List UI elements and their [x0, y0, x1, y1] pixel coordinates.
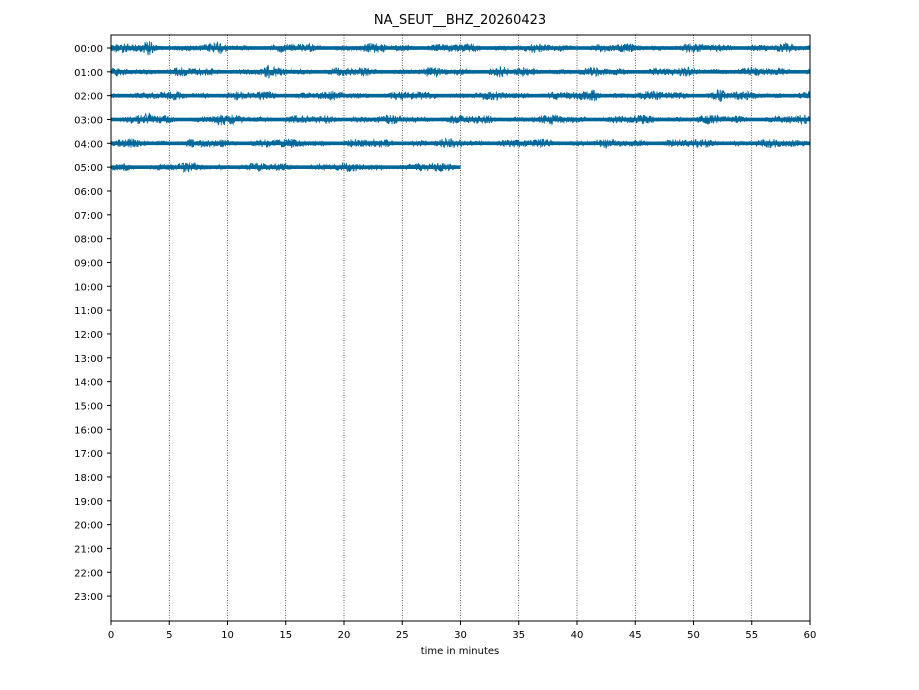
y-tick-label: 18:00: [74, 473, 103, 484]
x-tick-label: 15: [279, 630, 292, 641]
x-tick-label: 30: [454, 630, 467, 641]
y-axis: 00:00 01:00 02:00 03:00 04:00 05:00 06:00 07:00…: [74, 44, 111, 603]
seismic-traces: [110, 41, 811, 174]
trace-core-0200: [111, 93, 810, 98]
y-tick-label: 05:00: [74, 163, 103, 174]
trace-core-0500: [111, 165, 461, 169]
y-tick-label: 23:00: [74, 592, 103, 603]
y-tick-label: 17:00: [74, 449, 103, 460]
x-tick-label: 10: [221, 630, 234, 641]
trace-core-0100: [111, 70, 810, 74]
y-tick-label: 04:00: [74, 139, 103, 150]
trace-core-0000: [111, 46, 810, 50]
y-tick-label: 00:00: [74, 44, 103, 55]
y-tick-label: 03:00: [74, 115, 103, 126]
grid-lines: [168, 35, 753, 621]
y-tick-label: 14:00: [74, 378, 103, 389]
y-tick-label: 19:00: [74, 497, 103, 508]
x-axis-label: time in minutes: [421, 646, 500, 657]
y-tick-label: 16:00: [74, 425, 103, 436]
y-tick-label: 15:00: [74, 401, 103, 412]
x-tick-label: 25: [396, 630, 409, 641]
y-tick-label: 10:00: [74, 282, 103, 293]
y-tick-label: 21:00: [74, 544, 103, 555]
y-tick-label: 01:00: [74, 68, 103, 79]
x-tick-label: 40: [571, 630, 584, 641]
y-tick-label: 13:00: [74, 354, 103, 365]
x-axis: 0 5 10 15 20 25 30 35 40 45 50 55 60: [108, 621, 817, 641]
x-tick-label: 5: [166, 630, 172, 641]
trace-core-0300: [111, 117, 810, 122]
y-tick-label: 22:00: [74, 568, 103, 579]
x-tick-label: 45: [629, 630, 642, 641]
y-tick-label: 07:00: [74, 211, 103, 222]
y-tick-label: 11:00: [74, 306, 103, 317]
y-tick-label: 02:00: [74, 92, 103, 103]
y-tick-label: 06:00: [74, 187, 103, 198]
x-tick-label: 35: [512, 630, 525, 641]
trace-core-0400: [111, 141, 810, 146]
x-tick-label: 55: [745, 630, 758, 641]
y-tick-label: 12:00: [74, 330, 103, 341]
y-tick-label: 08:00: [74, 235, 103, 246]
y-tick-label: 09:00: [74, 258, 103, 269]
chart-title: NA_SEUT__BHZ_20260423: [374, 13, 546, 28]
x-tick-label: 20: [338, 630, 351, 641]
x-tick-label: 60: [804, 630, 817, 641]
y-tick-label: 20:00: [74, 521, 103, 532]
x-tick-label: 50: [687, 630, 700, 641]
x-tick-label: 0: [108, 630, 114, 641]
